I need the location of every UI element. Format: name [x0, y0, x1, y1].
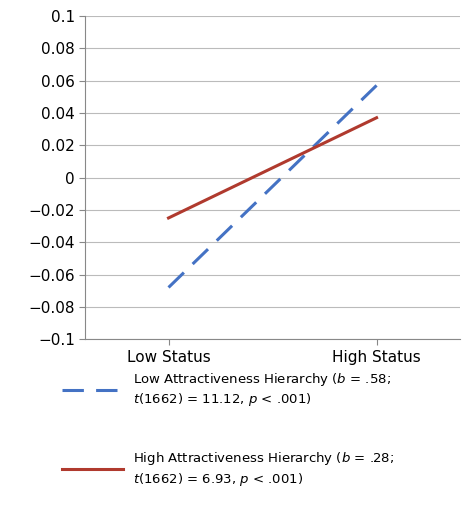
Text: $\mathit{t}$(1662) = 11.12, $\mathit{p}$ < .001): $\mathit{t}$(1662) = 11.12, $\mathit{p}$…	[133, 391, 311, 408]
Text: Low Attractiveness Hierarchy ($\mathit{b}$ = .58;: Low Attractiveness Hierarchy ($\mathit{b…	[133, 371, 391, 388]
Text: High Attractiveness Hierarchy ($\mathit{b}$ = .28;: High Attractiveness Hierarchy ($\mathit{…	[133, 450, 394, 467]
Text: $\mathit{t}$(1662) = 6.93, $\mathit{p}$ < .001): $\mathit{t}$(1662) = 6.93, $\mathit{p}$ …	[133, 471, 303, 488]
